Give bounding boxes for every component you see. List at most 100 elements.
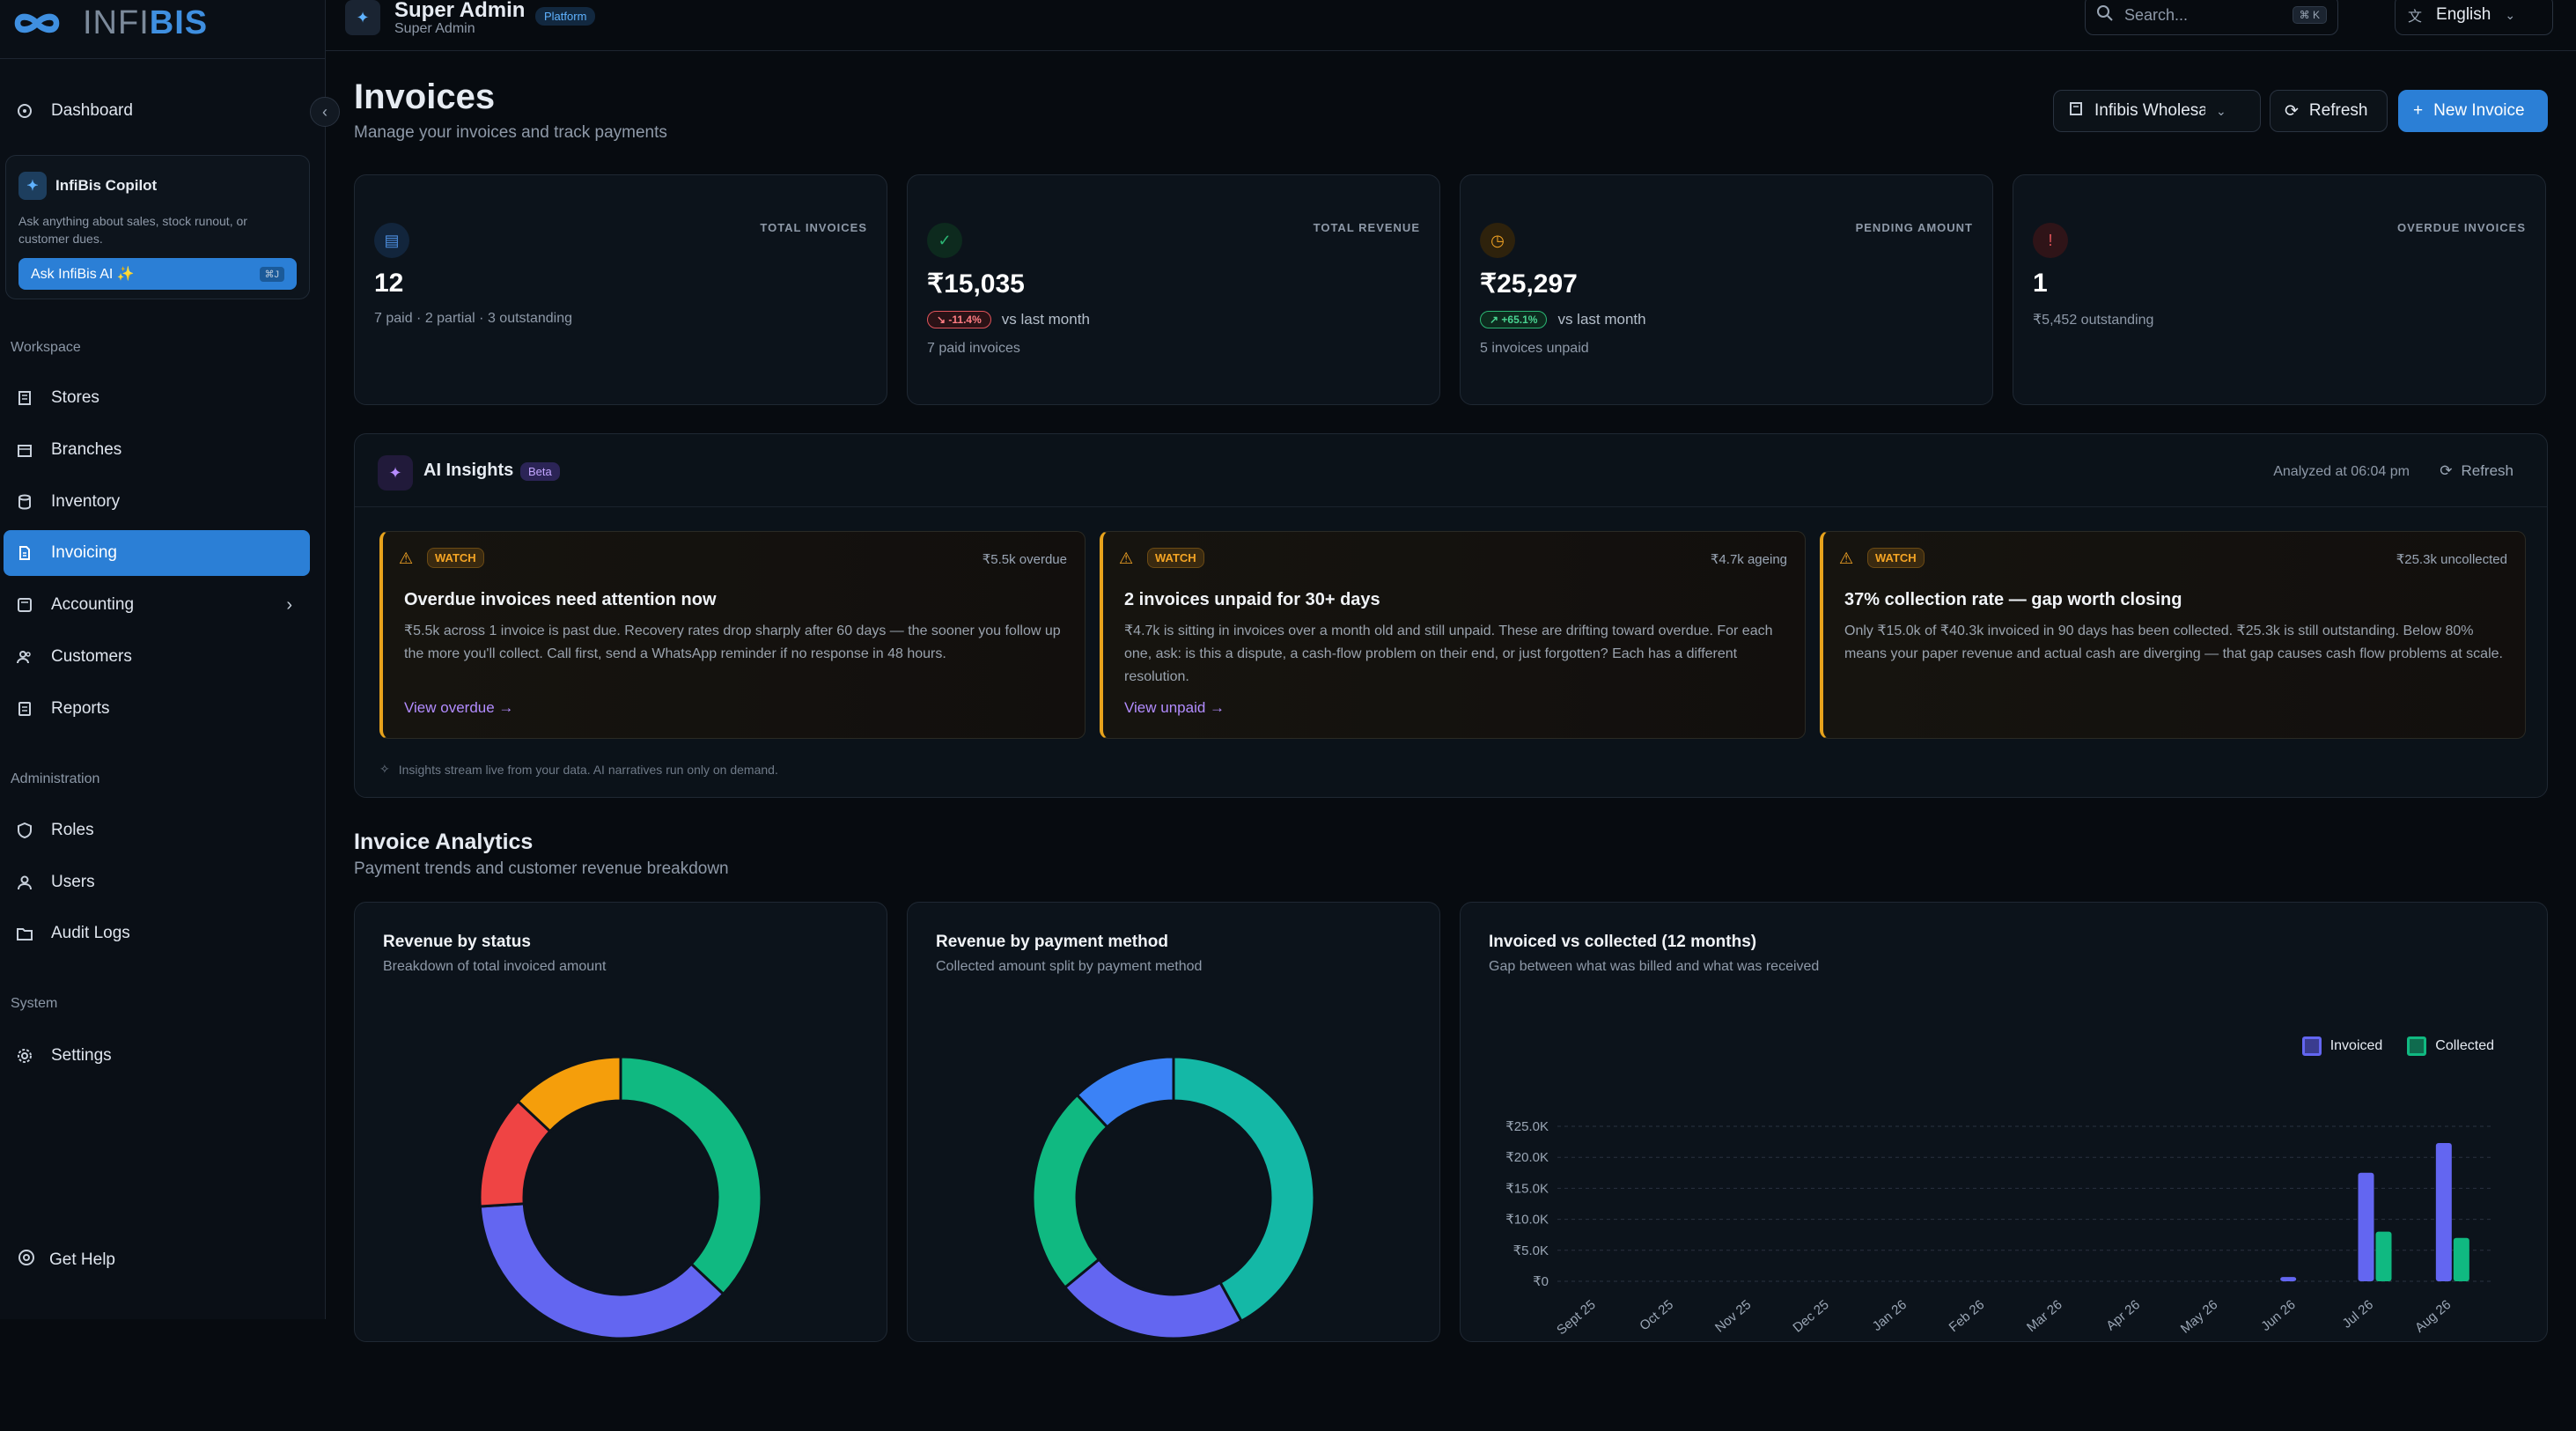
donut-slice-0[interactable]	[1172, 1055, 1316, 1324]
donut-slice-3[interactable]	[1075, 1055, 1175, 1129]
chevron-right-icon: ›	[286, 594, 292, 615]
chevron-left-icon: ‹	[322, 102, 328, 121]
workspace-section-label: Workspace	[11, 340, 81, 355]
invoice-icon	[16, 544, 33, 562]
language-label: English	[2436, 5, 2491, 24]
sparkle-icon: ✦	[356, 8, 370, 26]
donut-slice-2[interactable]	[1031, 1093, 1109, 1290]
chevron-down-icon: ⌄	[2505, 7, 2516, 22]
view-overdue-link[interactable]: View overdue →	[404, 699, 514, 716]
sidebar: INFIBIS Dashboard ✦ InfiBis Copilot Ask a…	[0, 0, 326, 1319]
ask-ai-button[interactable]: Ask InfiBis AI ✨ ⌘J	[18, 258, 297, 290]
dashboard-icon	[16, 102, 33, 120]
stat-label: OVERDUE INVOICES	[2396, 221, 2526, 234]
stat-value: 1	[2033, 269, 2048, 298]
watch-badge: WATCH	[427, 548, 484, 568]
sidebar-item-label: Reports	[51, 699, 110, 718]
legend-collected[interactable]: Collected	[2407, 1036, 2494, 1056]
sidebar-item-users[interactable]: Users	[4, 859, 310, 905]
chart-subtitle: Breakdown of total invoiced amount	[383, 959, 607, 974]
bar-collected[interactable]	[2453, 1237, 2469, 1281]
sparkle-icon: ✦	[378, 455, 413, 491]
stat-value: ₹25,297	[1480, 269, 1578, 299]
sidebar-item-reports[interactable]: Reports	[4, 686, 310, 732]
x-tick-label: Jan 26	[1870, 1297, 1910, 1334]
sidebar-item-dashboard[interactable]: Dashboard	[4, 88, 310, 134]
help-icon	[18, 1249, 35, 1272]
copilot-card: ✦ InfiBis Copilot Ask anything about sale…	[5, 155, 310, 299]
insight-text: Only ₹15.0k of ₹40.3k invoiced in 90 day…	[1844, 623, 2503, 661]
chart-card-revenue-status: Revenue by status Breakdown of total inv…	[354, 902, 887, 1342]
insight-amount: ₹25.3k uncollected	[2396, 552, 2507, 567]
view-unpaid-link[interactable]: View unpaid →	[1124, 699, 1225, 716]
top-bar: ✦ Super Admin Super Admin Platform Searc…	[326, 0, 2576, 51]
new-invoice-button[interactable]: + New Invoice	[2398, 90, 2548, 132]
get-help-button[interactable]: Get Help	[18, 1249, 115, 1272]
copilot-title: InfiBis Copilot	[55, 177, 158, 194]
search-input[interactable]: Search... ⌘ K	[2085, 0, 2338, 35]
stat-label: TOTAL REVENUE	[1313, 221, 1420, 234]
beta-badge: Beta	[520, 462, 560, 481]
legend-invoiced[interactable]: Invoiced	[2301, 1036, 2382, 1056]
refresh-button[interactable]: ⟳ Refresh	[2270, 90, 2388, 132]
collapse-sidebar-button[interactable]: ‹	[310, 97, 340, 127]
stat-value: ₹15,035	[927, 269, 1025, 299]
bar-collected[interactable]	[2375, 1231, 2392, 1281]
stat-sub: 7 paid invoices	[927, 341, 1020, 356]
ai-refresh-button[interactable]: ⟳ Refresh	[2440, 462, 2513, 480]
shield-icon	[16, 822, 33, 839]
insight-card: ⚠ WATCH ₹5.5k overdue Overdue invoices n…	[379, 531, 1086, 739]
insight-title: Overdue invoices need attention now	[404, 590, 717, 609]
stat-card-total-invoices: ▤ TOTAL INVOICES 12 7 paid · 2 partial ·…	[354, 174, 887, 405]
bar-invoiced[interactable]	[2358, 1172, 2374, 1281]
x-tick-label: Oct 25	[1637, 1297, 1676, 1333]
sidebar-item-roles[interactable]: Roles	[4, 808, 310, 853]
sidebar-item-inventory[interactable]: Inventory	[4, 479, 310, 525]
store-icon	[16, 389, 33, 407]
insight-title: 2 invoices unpaid for 30+ days	[1124, 590, 1380, 609]
language-select[interactable]: 文 English ⌄	[2395, 0, 2553, 35]
database-icon	[16, 493, 33, 511]
clock-icon: ◷	[1480, 223, 1515, 258]
ai-insights-title: AI Insights	[423, 461, 514, 480]
revenue-status-donut	[478, 1055, 763, 1340]
sidebar-item-stores[interactable]: Stores	[4, 375, 310, 421]
stat-card-overdue: ! OVERDUE INVOICES 1 ₹5,452 outstanding	[2013, 174, 2546, 405]
stat-value: 12	[374, 269, 404, 298]
donut-slice-1[interactable]	[478, 1202, 725, 1340]
branch-icon	[16, 441, 33, 459]
donut-slice-1[interactable]	[1063, 1258, 1244, 1340]
x-tick-label: May 26	[2178, 1297, 2221, 1337]
alert-icon: !	[2033, 223, 2068, 258]
logo-text: INFIBIS	[83, 4, 209, 41]
sparkle-icon: ✦	[18, 172, 47, 200]
sidebar-item-invoicing[interactable]: Invoicing	[4, 530, 310, 576]
insight-amount: ₹4.7k ageing	[1710, 552, 1787, 567]
report-icon	[16, 700, 33, 718]
insight-text: ₹4.7k is sitting in invoices over a mont…	[1124, 623, 1773, 684]
donut-slice-0[interactable]	[619, 1055, 763, 1296]
invoiced-collected-bar-chart: ₹0 ₹5.0K ₹10.0K ₹15.0K ₹20.0K ₹25.0K Sept 25 Oc…	[1505, 1119, 2491, 1338]
calculator-icon	[16, 596, 33, 614]
sidebar-item-branches[interactable]: Branches	[4, 427, 310, 473]
logo[interactable]: INFIBIS	[7, 4, 208, 42]
refresh-label: Refresh	[2308, 101, 2368, 120]
building-icon	[2068, 100, 2084, 122]
sidebar-item-settings[interactable]: Settings	[4, 1033, 310, 1079]
sidebar-item-accounting[interactable]: Accounting ›	[4, 582, 310, 628]
donut-slice-3[interactable]	[516, 1055, 622, 1133]
trend-row: ↘ -11.4% vs last month	[927, 311, 1090, 328]
chart-subtitle: Collected amount split by payment method	[936, 959, 1203, 974]
trend-text: vs last month	[1557, 311, 1646, 328]
stat-sub: 7 paid · 2 partial · 3 outstanding	[374, 311, 573, 326]
bar-invoiced[interactable]	[2280, 1277, 2297, 1281]
x-tick-label: Sept 25	[1554, 1297, 1599, 1338]
chart-card-payment-method: Revenue by payment method Collected amou…	[907, 902, 1440, 1342]
bar-invoiced[interactable]	[2435, 1143, 2452, 1281]
sidebar-item-audit-logs[interactable]: Audit Logs	[4, 911, 310, 956]
chart-card-invoiced-collected: Invoiced vs collected (12 months) Gap be…	[1460, 902, 2548, 1342]
translate-icon: 文	[2408, 10, 2423, 25]
chevron-down-icon: ⌄	[2216, 103, 2226, 118]
sidebar-item-customers[interactable]: Customers	[4, 634, 310, 680]
store-select[interactable]: Infibis Wholesa ⌄	[2053, 90, 2261, 132]
